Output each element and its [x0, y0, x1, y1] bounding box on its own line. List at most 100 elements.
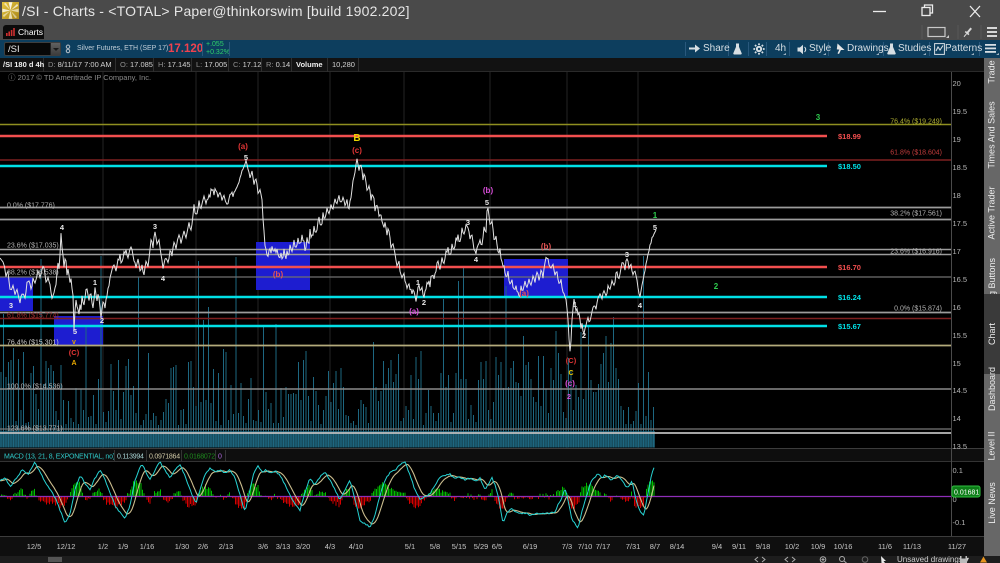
svg-text:15: 15: [953, 359, 961, 368]
svg-text:C: C: [568, 370, 573, 377]
svg-text:7/17: 7/17: [596, 542, 611, 551]
svg-text:18: 18: [953, 191, 961, 200]
svg-text:19: 19: [953, 135, 961, 144]
svg-text:1: 1: [573, 300, 577, 309]
svg-text:4/10: 4/10: [349, 542, 364, 551]
svg-text:8/7: 8/7: [650, 542, 660, 551]
svg-text:61.8% ($18.604): 61.8% ($18.604): [890, 150, 942, 157]
svg-text:7/10: 7/10: [578, 542, 593, 551]
svg-text:4: 4: [638, 301, 643, 310]
svg-text:5: 5: [485, 198, 489, 207]
svg-text:10/9: 10/9: [811, 542, 826, 551]
svg-text:5/15: 5/15: [452, 542, 467, 551]
svg-text:1/2: 1/2: [98, 542, 108, 551]
svg-text:3/20: 3/20: [296, 542, 311, 551]
svg-text:9/18: 9/18: [756, 542, 771, 551]
svg-text:(C): (C): [566, 356, 577, 365]
svg-text:61.8% ($15.774): 61.8% ($15.774): [7, 313, 59, 320]
svg-text:17: 17: [953, 247, 961, 256]
svg-text:B: B: [353, 133, 360, 144]
svg-text:$15.67: $15.67: [838, 322, 861, 331]
svg-text:(c): (c): [352, 146, 362, 155]
svg-text:11/27: 11/27: [948, 542, 966, 551]
svg-text:3: 3: [9, 301, 13, 310]
svg-text:17.5: 17.5: [953, 219, 968, 228]
svg-text:16: 16: [953, 303, 961, 312]
svg-text:$18.99: $18.99: [838, 132, 861, 141]
svg-text:0.0% ($17.776): 0.0% ($17.776): [7, 203, 55, 210]
svg-text:8/14: 8/14: [670, 542, 685, 551]
svg-text:0: 0: [953, 495, 957, 504]
svg-text:1/16: 1/16: [140, 542, 155, 551]
svg-text:123.6% ($13.771): 123.6% ($13.771): [7, 426, 63, 433]
svg-text:-0.1: -0.1: [953, 518, 966, 527]
svg-text:1: 1: [653, 211, 658, 220]
svg-text:6/19: 6/19: [523, 542, 538, 551]
svg-text:5: 5: [244, 153, 248, 162]
svg-text:3/13: 3/13: [276, 542, 291, 551]
svg-text:0.0168072: 0.0168072: [184, 454, 215, 461]
svg-text:0.113994: 0.113994: [117, 454, 144, 461]
svg-text:MACD (13, 21, 8, EXPONENTIAL,: MACD (13, 21, 8, EXPONENTIAL, no): [4, 454, 115, 461]
svg-text:2/13: 2/13: [219, 542, 234, 551]
svg-text:v: v: [72, 339, 76, 346]
svg-text:6/5: 6/5: [492, 542, 502, 551]
svg-text:5: 5: [653, 223, 657, 232]
svg-text:(a): (a): [409, 307, 419, 316]
svg-text:11/13: 11/13: [903, 542, 921, 551]
svg-text:0.1: 0.1: [953, 466, 963, 475]
svg-text:$16.70: $16.70: [838, 263, 861, 272]
svg-text:4: 4: [60, 223, 65, 232]
svg-text:9/11: 9/11: [732, 542, 746, 551]
svg-text:23.6% ($17.035): 23.6% ($17.035): [7, 243, 59, 250]
svg-text:$18.50: $18.50: [838, 162, 861, 171]
svg-text:9/4: 9/4: [712, 542, 722, 551]
svg-text:2: 2: [422, 298, 426, 307]
svg-text:7/3: 7/3: [562, 542, 572, 551]
svg-text:4: 4: [474, 255, 479, 264]
svg-text:38.2% ($16.538): 38.2% ($16.538): [7, 270, 59, 277]
svg-text:(b): (b): [541, 242, 552, 251]
svg-text:2: 2: [582, 331, 586, 340]
svg-text:12/12: 12/12: [57, 542, 76, 551]
svg-text:3: 3: [816, 113, 821, 122]
svg-text:5/1: 5/1: [405, 542, 415, 551]
svg-text:14: 14: [953, 414, 961, 423]
svg-text:10/2: 10/2: [785, 542, 800, 551]
svg-text:0.0% ($15.874): 0.0% ($15.874): [894, 306, 942, 313]
svg-text:2: 2: [567, 394, 571, 401]
svg-text:11/6: 11/6: [878, 542, 892, 551]
svg-text:19.5: 19.5: [953, 107, 968, 116]
svg-text:(a): (a): [519, 289, 529, 298]
svg-text:16.5: 16.5: [953, 275, 968, 284]
svg-text:14.5: 14.5: [953, 386, 968, 395]
svg-text:0.01681: 0.01681: [954, 490, 979, 497]
svg-text:(c): (c): [565, 379, 575, 388]
svg-text:0.0971864: 0.0971864: [149, 454, 180, 461]
svg-text:4: 4: [161, 274, 166, 283]
svg-text:2/6: 2/6: [198, 542, 208, 551]
svg-text:15.5: 15.5: [953, 331, 968, 340]
svg-text:$16.24: $16.24: [838, 293, 862, 302]
svg-text:A: A: [71, 360, 76, 367]
svg-text:18.5: 18.5: [953, 163, 968, 172]
svg-text:5: 5: [73, 327, 77, 336]
svg-text:76.4% ($15.301): 76.4% ($15.301): [7, 340, 59, 347]
svg-text:ⓘ 2017 © TD Ameritrade IP Comp: ⓘ 2017 © TD Ameritrade IP Company, Inc.: [8, 73, 151, 82]
svg-text:2: 2: [100, 316, 104, 325]
svg-text:2: 2: [714, 282, 719, 291]
svg-text:100.0% ($14.536): 100.0% ($14.536): [7, 384, 63, 391]
svg-text:(b): (b): [273, 270, 284, 279]
svg-text:20: 20: [953, 79, 961, 88]
svg-text:23.6% ($16.916): 23.6% ($16.916): [890, 249, 942, 256]
svg-text:1/9: 1/9: [118, 542, 128, 551]
svg-text:3: 3: [625, 250, 629, 259]
svg-text:3: 3: [153, 222, 157, 231]
svg-text:4/3: 4/3: [325, 542, 335, 551]
svg-text:12/5: 12/5: [27, 542, 42, 551]
svg-text:13.5: 13.5: [953, 442, 968, 451]
svg-text:(C): (C): [69, 348, 80, 357]
svg-text:7/31: 7/31: [626, 542, 641, 551]
svg-text:1: 1: [416, 278, 420, 287]
svg-text:Unsaved drawings ▾: Unsaved drawings ▾: [897, 556, 969, 563]
